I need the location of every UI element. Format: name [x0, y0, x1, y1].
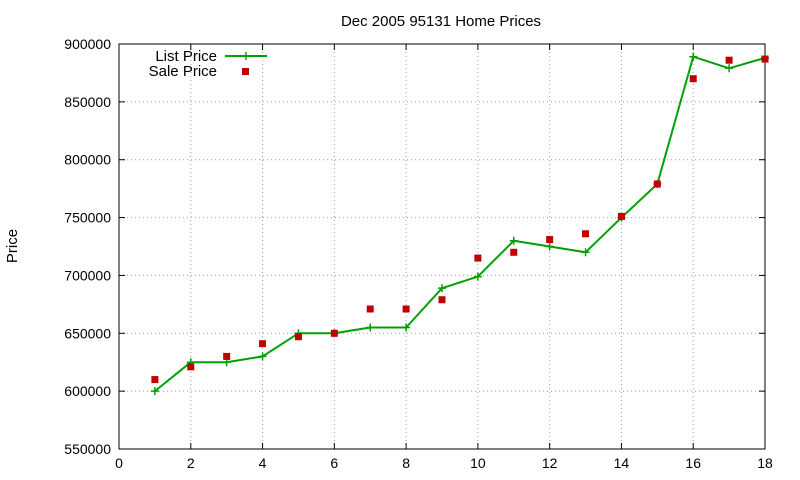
data-point-sale-price — [761, 55, 769, 63]
data-point-list-price — [581, 248, 590, 257]
data-point-sale-price — [725, 56, 733, 64]
legend: List Price Sale Price — [149, 48, 267, 80]
x-tick-label: 10 — [470, 455, 486, 471]
data-point-sale-price — [510, 248, 518, 256]
data-point-list-price — [545, 242, 554, 251]
data-point-sale-price — [366, 305, 374, 313]
chart-title: Dec 2005 95131 Home Prices — [341, 13, 541, 30]
data-point-sale-price — [330, 329, 338, 337]
data-point-sale-price — [402, 305, 410, 313]
y-tick-label: 900000 — [64, 36, 111, 52]
data-point-sale-price — [438, 296, 446, 304]
data-point-list-price — [509, 236, 518, 245]
data-point-list-price — [366, 323, 375, 332]
grid — [119, 44, 765, 449]
data-point-list-price — [473, 272, 482, 281]
y-tick-label: 850000 — [64, 94, 111, 110]
data-point-sale-price — [223, 352, 231, 360]
data-point-sale-price — [653, 180, 661, 188]
y-tick-label: 550000 — [64, 441, 111, 457]
data-point-sale-price — [294, 333, 302, 341]
x-tick-label: 0 — [115, 455, 123, 471]
data-point-list-price — [725, 64, 734, 73]
data-point-list-price — [438, 284, 446, 293]
x-tick-label: 4 — [259, 455, 267, 471]
y-tick-label: 800000 — [64, 152, 111, 168]
x-tick-label: 16 — [685, 455, 701, 471]
x-tick-label: 6 — [330, 455, 338, 471]
data-point-sale-price — [546, 236, 554, 244]
data-point-sale-price — [689, 75, 697, 83]
plot-frame — [118, 43, 766, 450]
legend-label-sale-price: Sale Price — [149, 63, 217, 80]
data-point-sale-price — [474, 254, 482, 262]
data-point-sale-price — [259, 340, 267, 348]
axis-ticks: 0 2 4 6 8 10 12 14 16 18 550000 600000 650000 700000 7… — [64, 36, 773, 471]
data-point-sale-price — [187, 363, 195, 371]
legend-label-list-price: List Price — [155, 48, 217, 65]
data-point-list-price — [150, 387, 159, 396]
legend-marker-list-price — [242, 52, 250, 60]
data-point-sale-price — [617, 212, 625, 220]
x-tick-label: 8 — [402, 455, 410, 471]
y-tick-label: 650000 — [64, 325, 111, 341]
x-tick-label: 2 — [187, 455, 195, 471]
data-point-sale-price — [582, 230, 590, 238]
x-tick-label: 12 — [542, 455, 558, 471]
x-tick-label: 18 — [757, 455, 773, 471]
data-point-list-price — [689, 52, 698, 61]
y-tick-label: 750000 — [64, 210, 111, 226]
data-point-sale-price — [151, 376, 159, 384]
series-layer — [150, 52, 769, 396]
series-line-list-price — [154, 55, 766, 392]
y-tick-label: 700000 — [64, 267, 111, 283]
y-tick-label: 600000 — [64, 383, 111, 399]
legend-marker-sale-price — [242, 68, 249, 75]
y-axis-label: Price — [4, 229, 21, 263]
x-tick-label: 14 — [614, 455, 630, 471]
data-point-list-price — [258, 352, 267, 361]
data-point-list-price — [402, 323, 411, 332]
